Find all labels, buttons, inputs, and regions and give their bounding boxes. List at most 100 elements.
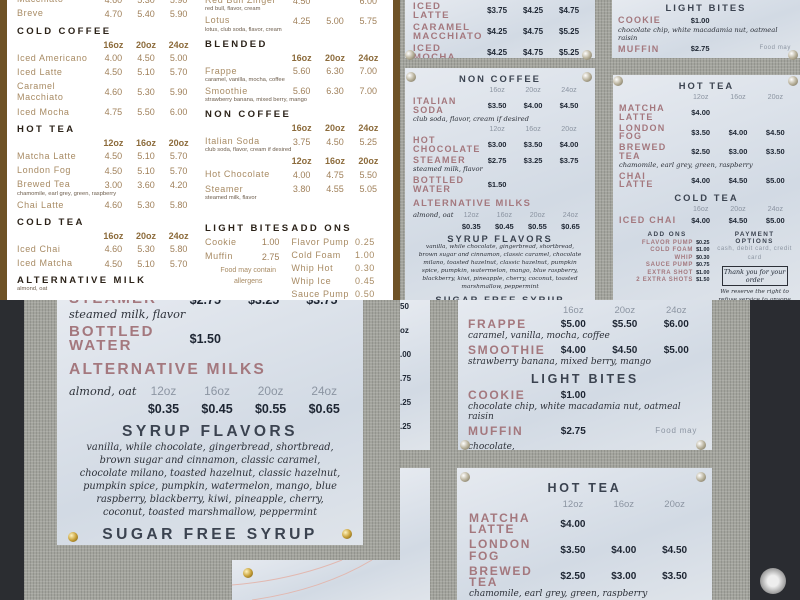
item-price: $4.75 — [523, 27, 544, 37]
add-on-name: SAUCE PUMP — [645, 262, 694, 269]
add-on-item: Flavor Pump 0.25 — [291, 237, 385, 247]
size-label: 20oz — [135, 230, 156, 241]
size-header-row: 16oz 20oz 24oz — [17, 231, 195, 241]
section-heading: HOT TEA — [17, 123, 76, 135]
section-heading: HOT TEA — [547, 481, 622, 495]
section-heading: SUGAR FREE SYRUP FLAVORS — [413, 295, 587, 300]
add-on-item: Whip Ice 0.45 — [291, 276, 385, 286]
item-price: $4.50 — [728, 215, 748, 225]
item-price: $4.00 — [523, 101, 543, 111]
fragment-text: .75 — [400, 374, 412, 383]
pin-icon — [582, 50, 592, 60]
size-label: 16oz — [324, 156, 345, 167]
size-label: 20oz — [767, 93, 784, 102]
panel-content: HOT TEA 12oz 16oz 20oz MATCHA LATTE $4.00 LOND… — [613, 77, 800, 300]
item-name: chocolate, blueberry, cinnamon — [618, 57, 681, 58]
section-heading: LIGHT BITES — [665, 3, 747, 14]
section-heading: ALTERNATIVE MILK — [17, 275, 147, 287]
item-price: 5.70 — [169, 258, 188, 269]
item-name: COOKIE — [468, 387, 526, 402]
section-heading: ADD ONS — [291, 222, 352, 234]
item-name: BREWED TEA — [469, 563, 533, 589]
item-price: 5.70 — [169, 165, 188, 176]
flavor-list: We reserve the right to refuse service t… — [718, 288, 791, 300]
column: LIGHT BITES Cookie 1.00 Muffin 2.75 Food may … — [205, 217, 291, 299]
item-name: London Fog — [17, 165, 72, 175]
digital-menu-image: Macchiato4.605.305.90Breve4.705.405.90CO… — [0, 0, 400, 300]
section-heading: NON COFFEE — [205, 109, 292, 120]
size-label: 16oz — [103, 230, 124, 241]
menu-item: Frappe 5.60 6.30 7.00 — [205, 66, 385, 77]
menu-item: Iced Matcha 4.50 5.10 5.70 — [17, 258, 195, 269]
item-price: 6.00 — [169, 107, 188, 118]
size-label: 16oz — [135, 137, 156, 148]
add-on-price: $1.00 — [696, 269, 710, 276]
item-name: ICED MOCHA — [413, 42, 456, 58]
item-price: $4.00 — [691, 215, 711, 225]
menu-item: Lotus 4.25 5.00 5.75 — [205, 15, 385, 26]
item-price: $1.50 — [189, 332, 221, 347]
item-price: 1.00 — [261, 237, 280, 248]
item-price: $4.25 — [523, 6, 544, 16]
item-price: 4.60 — [97, 0, 130, 5]
item-price: 4.55 — [326, 184, 344, 195]
add-on-price: $0.75 — [696, 262, 710, 269]
hot-tea-panel: HOT TEA 12oz 16oz 20oz MATCHA LATTE $4.00 LOND… — [613, 75, 800, 300]
size-label: 20oz — [561, 125, 577, 134]
add-on-name: Flavor Pump — [291, 236, 350, 247]
add-on-name: Cold Foam — [291, 249, 341, 260]
item-name: Macchiato — [17, 0, 97, 5]
item-name: Iced Mocha — [17, 106, 70, 117]
menu-item: ICED MOCHA $4.25 $4.75 $5.25 — [413, 42, 587, 58]
item-name: Iced Matcha — [17, 258, 73, 268]
item-price: 5.60 — [292, 86, 311, 97]
menu-item: ICED LATTE $3.75 $4.25 $4.75 — [413, 1, 587, 20]
size-header-row: 16oz 20oz 24oz — [17, 40, 195, 50]
item-price: $3.50 — [487, 101, 507, 111]
item-name: Red Bull Zinger — [205, 0, 277, 5]
item-name: Lotus — [205, 15, 231, 26]
price: $0.45 — [494, 221, 514, 231]
size-header-row: almond, oat 12oz 16oz 20oz 24oz — [413, 210, 587, 219]
item-name: BOTTLED WATER — [413, 175, 465, 194]
add-on-name: WHIP — [674, 254, 694, 261]
price: $0.55 — [528, 221, 547, 231]
add-on-name: EXTRA SHOT — [647, 269, 694, 276]
item-name: Cookie — [205, 236, 237, 247]
item-price: 4.25 — [292, 15, 311, 26]
item-name: Iced Americano — [17, 52, 88, 63]
menu-item: Breve 4.70 5.40 5.90 — [17, 8, 195, 19]
price-row: $0.35 $0.45 $0.55 $0.65 — [413, 222, 587, 231]
size-label: 20oz — [525, 86, 541, 95]
size-label: 12oz — [489, 125, 505, 134]
size-label: 12oz — [562, 498, 584, 510]
size-label: 16oz — [204, 383, 230, 398]
item-name: MATCHA LATTE — [619, 103, 665, 122]
add-on-item: EXTRA SHOT $1.00 — [619, 270, 715, 276]
size-header-row: 12oz 16oz 20oz — [469, 499, 700, 510]
item-price: $5.00 — [560, 319, 586, 331]
item-description: steamed milk, flavor — [205, 194, 257, 201]
item-price: $4.50 — [612, 344, 638, 356]
menu-item: MATCHA LATTE $4.00 — [469, 512, 700, 536]
size-label: 20oz — [730, 205, 746, 214]
size-header-row: almond, oat 12oz 16oz 20oz 24oz — [69, 384, 351, 398]
item-price: $4.75 — [559, 6, 580, 16]
item-name: Smoothie — [205, 85, 248, 96]
item-name: ICED CHAI — [619, 215, 677, 226]
menu-item: BOTTLED WATER $1.50 — [413, 175, 587, 194]
size-label: 20oz — [614, 304, 636, 316]
item-price: 5.60 — [292, 66, 311, 77]
size-label: 12oz — [692, 93, 709, 102]
item-price: $4.25 — [487, 48, 508, 58]
item-price: $4.50 — [765, 127, 785, 137]
menu-item: MUFFIN $2.75 Food may — [468, 424, 702, 437]
item-price: $1.00 — [690, 16, 710, 26]
item-price: 5.10 — [137, 151, 155, 162]
menu-item: ICED CHAI $4.00 $4.50 $5.00 — [619, 216, 794, 225]
item-price: $5.00 — [663, 344, 689, 356]
item-price: $4.50 — [662, 545, 688, 557]
section-heading: SYRUP FLAVORS — [122, 422, 298, 440]
size-label: 20oz — [529, 210, 546, 219]
